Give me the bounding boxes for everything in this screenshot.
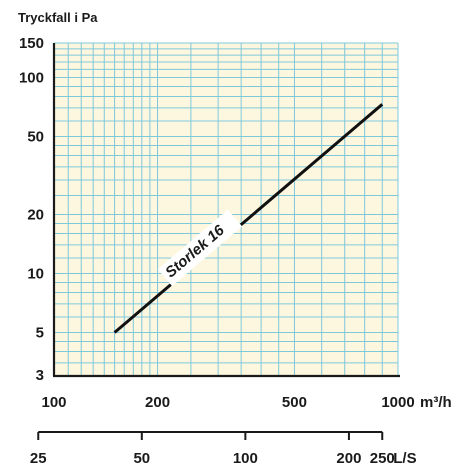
x-tick-label: 100 xyxy=(41,394,66,411)
series-label-background xyxy=(157,209,243,287)
secondary-axis-tick-label: 200 xyxy=(336,450,361,467)
x-tick-label: 500 xyxy=(282,394,307,411)
x-tick-label: 1000 xyxy=(381,394,414,411)
secondary-axis-tick-label: 25 xyxy=(30,450,47,467)
y-tick-labels: 150 100 50 20 10 5 3 xyxy=(19,35,44,384)
series-line xyxy=(113,103,384,334)
y-tick-label: 50 xyxy=(27,129,44,146)
x-tick-label: 200 xyxy=(145,394,170,411)
secondary-axis: 25 50 100 200 250 xyxy=(30,431,395,467)
y-tick-label: 10 xyxy=(27,266,44,283)
y-tick-label: 3 xyxy=(36,367,44,384)
y-tick-label: 100 xyxy=(19,70,44,87)
y-tick-label: 20 xyxy=(27,207,44,224)
y-tick-label: 150 xyxy=(19,35,44,52)
axes xyxy=(52,43,400,378)
y-tick-label: 5 xyxy=(36,325,44,342)
secondary-axis-tick-label: 250 xyxy=(370,450,395,467)
secondary-axis-unit: L/S xyxy=(393,450,416,467)
y-axis-title: Tryckfall i Pa xyxy=(18,10,98,25)
secondary-axis-tick-label: 100 xyxy=(233,450,258,467)
x-tick-labels: 100 200 500 1000 xyxy=(41,394,414,411)
x-axis-unit: m³/h xyxy=(420,394,452,411)
plot-background xyxy=(54,43,398,376)
secondary-axis-tick-label: 50 xyxy=(133,450,150,467)
